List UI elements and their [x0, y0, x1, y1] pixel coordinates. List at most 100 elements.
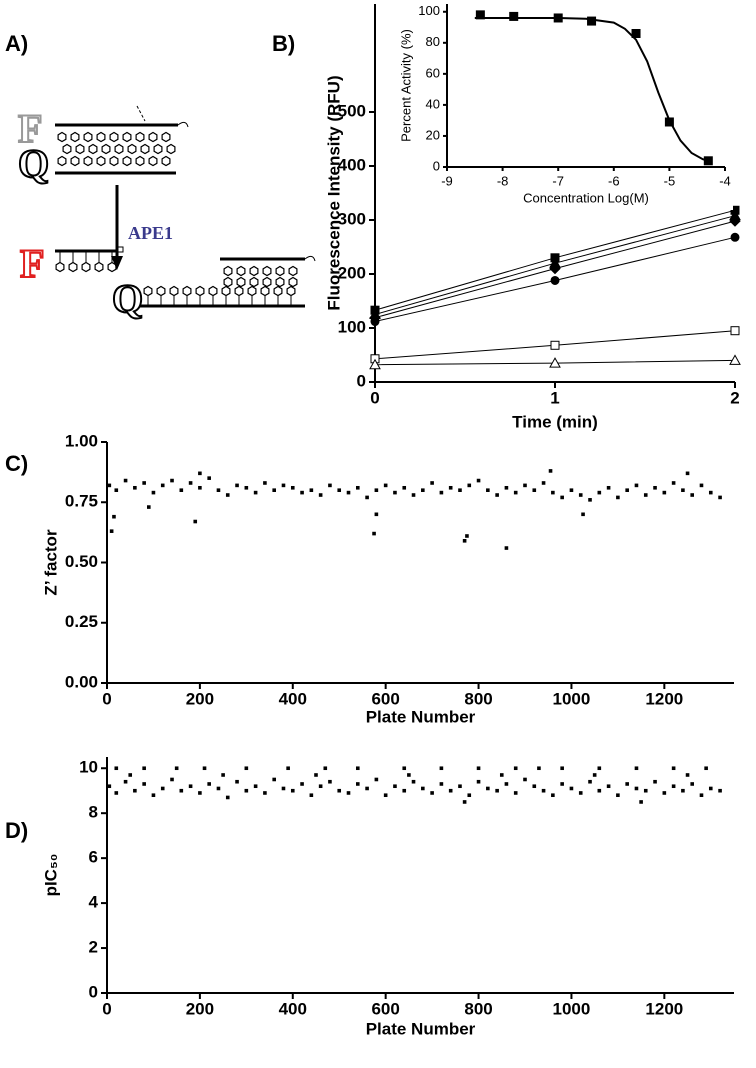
x-tick-label: 1 — [550, 388, 559, 407]
marker — [606, 485, 611, 490]
marker — [216, 488, 221, 492]
base — [223, 276, 233, 288]
arrowhead — [111, 256, 123, 270]
marker — [730, 326, 740, 336]
base — [260, 285, 270, 297]
marker — [160, 786, 165, 791]
marker — [112, 514, 116, 519]
y-tick-label: 0 — [433, 158, 440, 173]
marker — [681, 788, 685, 793]
marker — [365, 786, 369, 791]
marker — [550, 275, 560, 285]
base — [83, 131, 93, 143]
marker — [486, 488, 490, 492]
marker — [114, 766, 119, 771]
y-axis-label: Z’ factor — [41, 529, 60, 596]
y-tick-label: 0.75 — [65, 492, 98, 511]
strand-end — [117, 246, 124, 253]
marker — [671, 766, 676, 771]
marker — [393, 784, 397, 789]
base — [148, 131, 158, 143]
marker — [328, 483, 332, 488]
base — [223, 265, 233, 277]
marker — [606, 784, 611, 789]
marker — [411, 779, 416, 784]
marker — [639, 800, 643, 804]
marker — [690, 493, 695, 497]
base — [236, 276, 246, 288]
y-tick-label: 80 — [426, 34, 440, 49]
x-axis-label: Plate Number — [366, 1019, 476, 1038]
x-tick-label: -4 — [719, 173, 731, 188]
marker — [634, 766, 639, 771]
marker — [634, 483, 639, 488]
marker — [337, 788, 342, 793]
base — [81, 261, 91, 273]
cut-arrow — [136, 105, 146, 122]
fluorophore-label: F — [18, 106, 42, 151]
marker — [462, 800, 467, 804]
marker — [174, 766, 179, 771]
marker — [198, 485, 202, 490]
y-axis-label: Fluorescence Intensity (RFU) — [324, 75, 343, 310]
marker — [467, 483, 472, 488]
marker — [465, 534, 469, 538]
base — [135, 131, 145, 143]
marker — [318, 493, 323, 497]
marker — [142, 782, 146, 786]
base — [286, 285, 296, 297]
marker — [495, 493, 499, 497]
marker — [523, 483, 527, 488]
x-tick-label: 1000 — [553, 689, 591, 708]
marker — [244, 485, 249, 490]
x-tick-label: 400 — [279, 999, 307, 1018]
base — [135, 155, 145, 167]
x-tick-label: 0 — [102, 999, 111, 1018]
marker — [147, 505, 151, 509]
x-axis-label: Plate Number — [366, 707, 476, 726]
x-tick-label: 200 — [186, 689, 214, 708]
marker — [569, 488, 574, 492]
marker — [328, 779, 332, 784]
base — [109, 131, 119, 143]
marker — [588, 498, 592, 502]
marker — [128, 773, 133, 777]
base — [247, 285, 257, 297]
marker — [699, 793, 704, 798]
marker — [235, 779, 239, 784]
marker — [439, 490, 444, 495]
marker — [151, 793, 156, 798]
base — [140, 143, 150, 155]
base — [127, 143, 137, 155]
marker — [699, 483, 704, 488]
marker — [216, 786, 221, 791]
marker — [476, 779, 481, 784]
marker — [653, 779, 657, 784]
y-tick-label: 10 — [79, 758, 98, 777]
y-tick-label: 8 — [89, 803, 98, 822]
marker — [625, 782, 629, 786]
marker — [685, 773, 690, 777]
marker — [221, 773, 225, 777]
marker — [504, 485, 509, 490]
marker — [588, 779, 592, 784]
x-tick-label: -7 — [552, 173, 564, 188]
marker — [402, 766, 407, 771]
base — [114, 143, 124, 155]
y-tick-label: 2 — [89, 938, 98, 957]
marker — [123, 478, 128, 483]
base — [236, 265, 246, 277]
marker — [430, 791, 434, 795]
marker — [476, 478, 481, 483]
marker — [560, 782, 564, 786]
marker — [587, 16, 597, 26]
marker — [578, 791, 583, 795]
marker — [253, 784, 258, 789]
marker — [560, 495, 564, 500]
base — [161, 131, 171, 143]
y-tick-label: 6 — [89, 848, 98, 867]
inset-background — [407, 0, 733, 210]
marker — [662, 490, 667, 495]
panel-label: C) — [5, 451, 28, 476]
